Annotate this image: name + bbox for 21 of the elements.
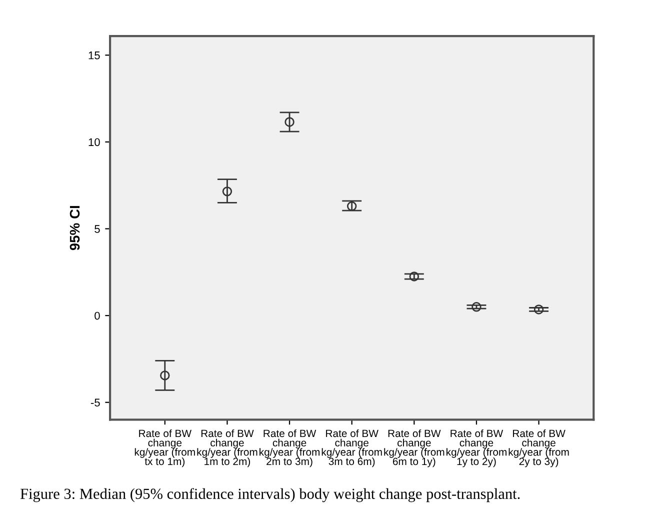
y-tick-label: -5 [90,398,100,406]
point [222,186,232,196]
x-tick-label: Rate of BW change kg/year (from 3m to 6m) [322,429,382,468]
point [284,117,294,127]
y-tick-label: 10 [88,138,100,146]
x-tick-label: Rate of BW change kg/year (from 6m to 1y) [384,429,444,468]
y-tick-label: 0 [94,312,100,320]
point [472,302,482,312]
y-tick-label: 5 [94,225,100,233]
x-tick-label: Rate of BW change kg/year (from 2y to 3y) [508,429,569,468]
x-tick-label: Rate of BW change kg/year (from tx to 1m) [134,429,195,468]
point [346,201,357,212]
x-tick-label: Rate of BW change kg/year (from 2m to 3m) [260,429,320,468]
y-tick-label: 15 [88,52,100,60]
point [534,304,544,314]
point [160,370,170,380]
point [409,272,420,282]
x-tick-label: Rate of BW change kg/year (from 1m to 2m) [197,429,258,468]
y-axis-title: 95% CI [70,206,80,250]
x-tick-label: Rate of BW change kg/year (from 1y to 2y) [446,429,506,468]
caption: Figure 3: Median (95% confidence intervals) body weight change post-transplant. [20,488,520,502]
